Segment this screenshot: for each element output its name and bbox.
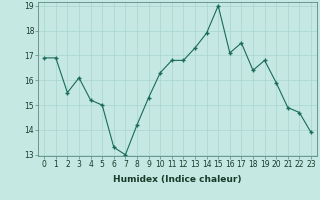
X-axis label: Humidex (Indice chaleur): Humidex (Indice chaleur) <box>113 175 242 184</box>
